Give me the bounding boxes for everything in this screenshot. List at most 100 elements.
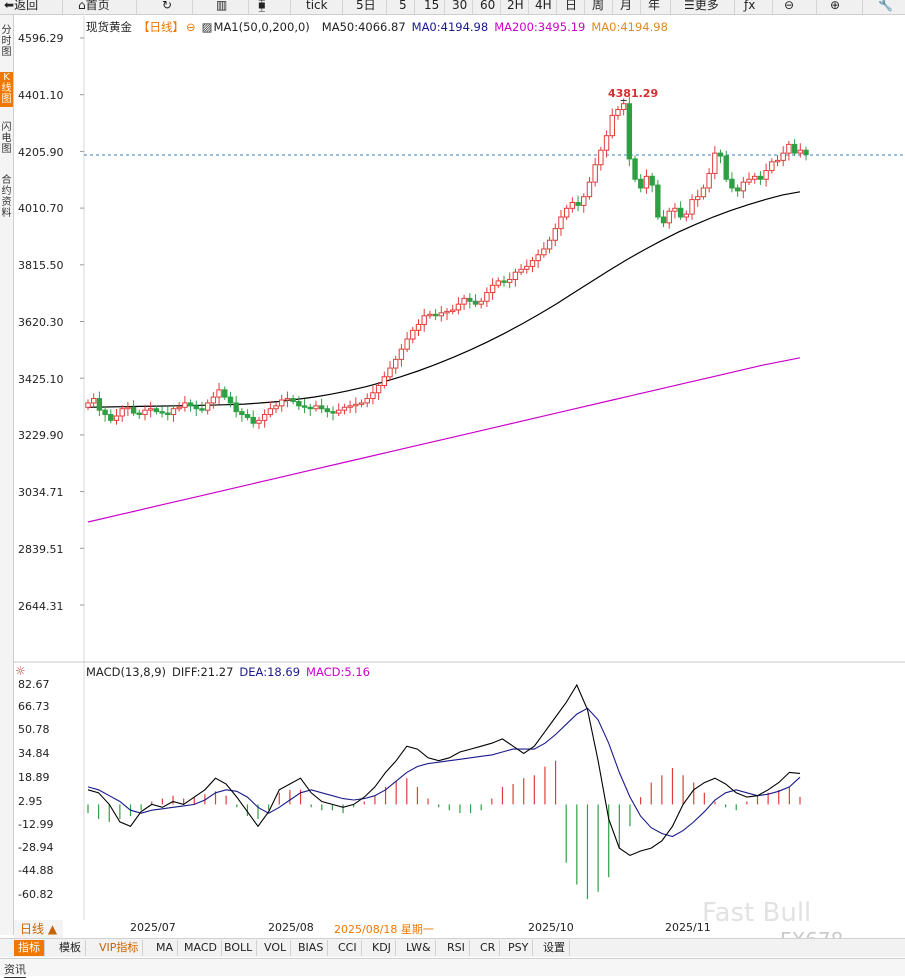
sun-icon[interactable]: ☼: [15, 664, 26, 678]
tab-kline[interactable]: K线图: [0, 72, 13, 107]
candle-body: [695, 196, 701, 201]
macd-axis-label: 34.84: [18, 747, 50, 760]
indicator-tabs: 指标 模板 VIP指标 MA MACD BOLL VOL BIAS CCI KD…: [0, 938, 905, 957]
period-week[interactable]: 周: [592, 0, 605, 12]
candle-body: [364, 398, 370, 404]
candle-body: [153, 408, 160, 413]
tab-cci[interactable]: CCI: [334, 940, 362, 956]
price-axis-label: 4401.10: [18, 89, 64, 102]
candle-body: [290, 398, 296, 402]
candlestick-button[interactable]: ⧯: [258, 0, 266, 14]
candle-body: [370, 392, 376, 400]
ma50-value: MA50:4066.87: [321, 20, 406, 34]
period-2h[interactable]: 2H: [507, 0, 524, 12]
candle-body: [672, 207, 678, 212]
more-button[interactable]: ☰更多: [684, 0, 719, 12]
period-4h[interactable]: 4H: [535, 0, 552, 12]
period-tick[interactable]: tick: [306, 0, 328, 12]
tab-boll[interactable]: BOLL: [220, 940, 258, 956]
tab-news[interactable]: 资讯: [4, 963, 26, 978]
tab-contract[interactable]: 合约资料: [1, 175, 12, 219]
refresh-button[interactable]: ↻: [162, 0, 172, 14]
price-axis-label: 4596.29: [18, 32, 64, 45]
candle-body: [803, 149, 809, 156]
period-5min[interactable]: 5: [399, 0, 407, 12]
collapse-icon[interactable]: ⊖: [186, 20, 196, 34]
macd-axis-label: 66.73: [18, 700, 50, 713]
candle-body: [353, 403, 359, 407]
dea-line: [87, 707, 801, 838]
tab-macd[interactable]: MACD: [180, 940, 222, 956]
ma200-value: MA200:3495.19: [494, 20, 586, 34]
candle-body: [96, 398, 103, 411]
candle-body: [769, 161, 775, 172]
period-selector[interactable]: 日线 ▲: [14, 920, 64, 938]
candle-body: [729, 178, 735, 189]
settings-icon: 🔧: [878, 0, 893, 12]
period-month[interactable]: 月: [620, 0, 633, 12]
tab-psy[interactable]: PSY: [504, 940, 534, 956]
candle-body: [244, 414, 251, 418]
candle-body: [330, 411, 336, 414]
bar-chart-button[interactable]: ▥: [216, 0, 227, 14]
tab-kdj[interactable]: KDJ: [368, 940, 396, 956]
period-5day[interactable]: 5日: [356, 0, 376, 12]
candle-body: [85, 402, 91, 408]
candle-body: [638, 178, 644, 189]
ma-setting[interactable]: ▨MA1(50,0,200,0): [201, 20, 310, 34]
tab-cr[interactable]: CR: [476, 940, 501, 956]
home-icon: ⌂: [78, 0, 86, 12]
candle-body: [187, 402, 194, 407]
candle-body: [438, 312, 445, 317]
candle-body: [558, 216, 564, 230]
candle-body: [427, 313, 433, 317]
candle-body: [336, 409, 342, 414]
zoom-in-button[interactable]: ⊕: [830, 0, 840, 14]
tab-bias[interactable]: BIAS: [294, 940, 329, 956]
candle-body: [318, 405, 325, 410]
instrument-name: 现货黄金: [86, 20, 132, 34]
zoom-out-button[interactable]: ⊖: [784, 0, 794, 14]
bar-chart-icon: ▥: [216, 0, 228, 12]
macd-axis-label: 18.89: [18, 771, 50, 784]
period-day[interactable]: 日: [565, 0, 578, 12]
candle-body: [598, 149, 604, 166]
tab-template[interactable]: 模板: [55, 940, 86, 956]
candle-body: [410, 329, 416, 340]
candle-body: [455, 303, 462, 311]
period-30min[interactable]: 30: [452, 0, 468, 12]
function-button[interactable]: ƒx: [744, 0, 756, 12]
candle-body: [136, 412, 142, 416]
candle-body: [649, 175, 655, 186]
candle-body: [723, 155, 729, 180]
price-axis-label: 2839.51: [18, 543, 64, 556]
tab-vol[interactable]: VOL: [260, 940, 292, 956]
home-button[interactable]: ⌂首页: [78, 0, 110, 12]
tab-vip[interactable]: VIP指标: [95, 940, 144, 956]
tab-flash[interactable]: 闪电图: [1, 122, 12, 155]
candle-body: [210, 396, 217, 404]
macd-axis-label: -12.99: [18, 818, 54, 831]
candle-body: [296, 400, 302, 407]
candle-body: [626, 103, 633, 160]
candle-body: [541, 248, 547, 256]
period-15min[interactable]: 15: [424, 0, 440, 12]
candle-body: [119, 408, 125, 417]
back-button[interactable]: ⬅返回: [4, 0, 39, 12]
tab-settings[interactable]: 设置: [539, 940, 570, 956]
tab-ma[interactable]: MA: [152, 940, 179, 956]
tab-rsi[interactable]: RSI: [443, 940, 470, 956]
period-year[interactable]: 年: [648, 0, 661, 12]
candle-body: [472, 300, 479, 305]
candle-body: [734, 187, 741, 192]
tab-lw[interactable]: LW&: [402, 940, 436, 956]
candle-body: [227, 396, 234, 404]
tab-indicator[interactable]: 指标: [14, 940, 45, 956]
candle-body: [130, 406, 137, 414]
candle-body: [204, 402, 211, 411]
tab-timeshare[interactable]: 分时图: [1, 25, 12, 58]
period-60min[interactable]: 60: [480, 0, 496, 12]
settings-button[interactable]: 🔧: [878, 0, 893, 14]
candle-body: [176, 406, 182, 410]
